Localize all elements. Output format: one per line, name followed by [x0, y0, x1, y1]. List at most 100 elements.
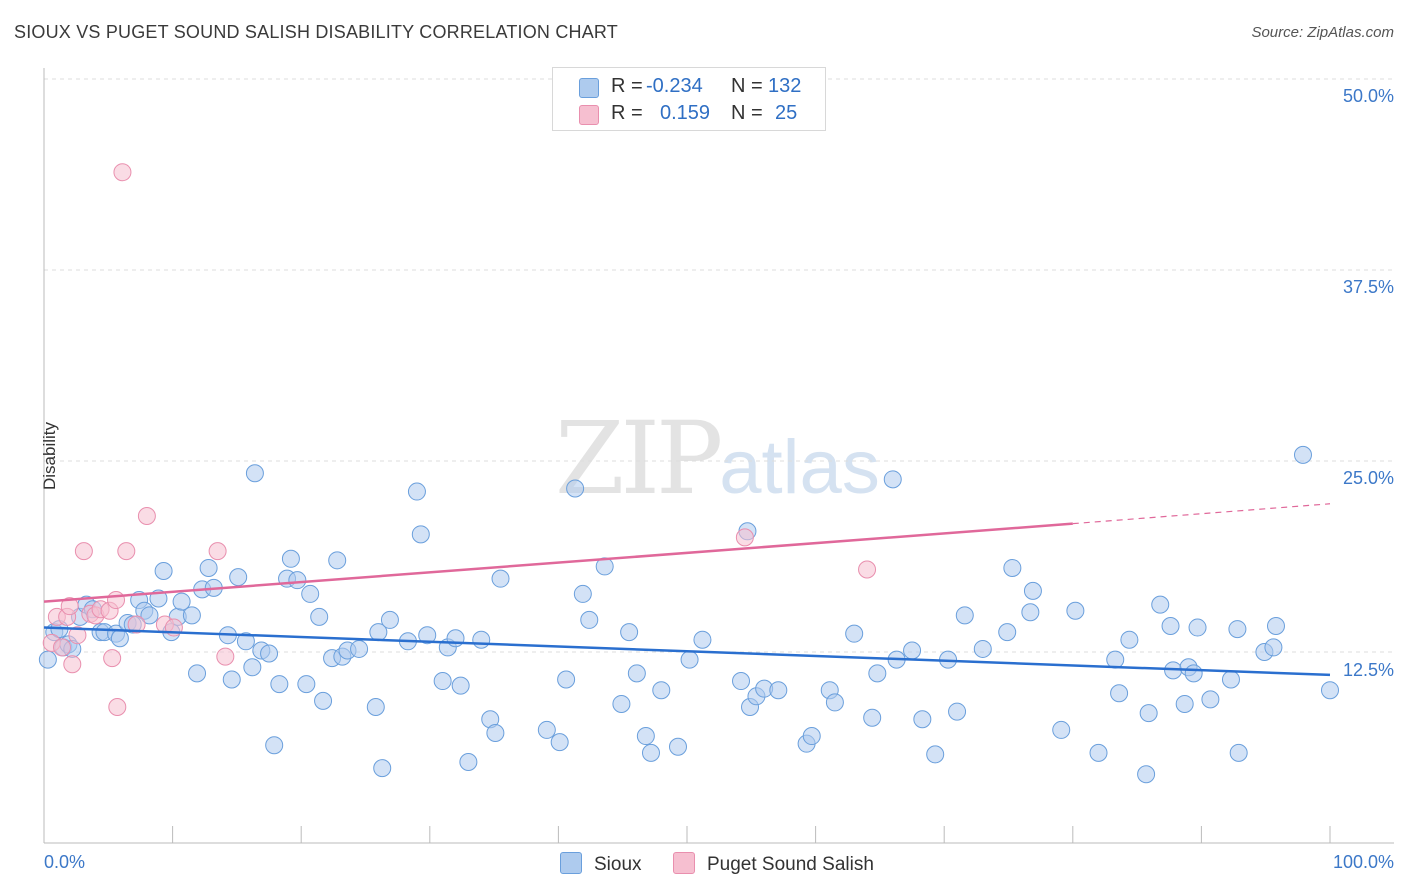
- x-tick-label: 100.0%: [1332, 852, 1394, 872]
- sioux-point: [380, 610, 399, 629]
- legend-n-label: N =: [731, 75, 763, 97]
- sioux-point: [459, 753, 478, 772]
- sioux-point: [652, 681, 671, 700]
- puget-point: [117, 542, 136, 561]
- sioux-point: [1089, 743, 1108, 762]
- sioux-point: [222, 670, 241, 689]
- sioux-point: [566, 479, 585, 498]
- sioux-point: [297, 675, 316, 694]
- sioux-point: [1110, 684, 1129, 703]
- puget-point: [107, 591, 126, 610]
- sioux-point: [373, 759, 392, 778]
- y-tick-label: 37.5%: [1342, 277, 1394, 297]
- sioux-point: [1139, 704, 1158, 723]
- sioux-point: [845, 624, 864, 643]
- puget-legend-swatch: [673, 852, 695, 874]
- sioux-point: [446, 629, 465, 648]
- sioux-point: [825, 693, 844, 712]
- sioux-point: [948, 702, 967, 721]
- bottom-legend-sioux: Sioux: [560, 852, 642, 876]
- legend-r-label: R =: [611, 102, 643, 124]
- sioux-point: [1188, 618, 1207, 637]
- sioux-point: [1266, 617, 1285, 636]
- sioux-point: [140, 606, 159, 625]
- sioux-point: [1137, 765, 1156, 784]
- sioux-point: [903, 641, 922, 660]
- sioux-point: [229, 568, 248, 587]
- sioux-point: [38, 650, 57, 669]
- sioux-point: [1161, 617, 1180, 636]
- legend-r-value: -0.234: [646, 75, 703, 97]
- sioux-point: [550, 733, 569, 752]
- bottom-legend-puget: Puget Sound Salish: [673, 852, 874, 876]
- sioux-point: [1175, 694, 1194, 713]
- sioux-point: [110, 629, 129, 648]
- sioux-point: [641, 743, 660, 762]
- sioux-point: [288, 571, 307, 590]
- puget-point: [68, 626, 87, 645]
- puget-point: [858, 560, 877, 579]
- sioux-point: [1021, 603, 1040, 622]
- sioux-point: [451, 676, 470, 695]
- sioux-point: [1221, 670, 1240, 689]
- sioux-legend-label: Sioux: [594, 854, 642, 875]
- puget-point: [63, 655, 82, 674]
- sioux-point: [1066, 601, 1085, 620]
- puget-point: [60, 597, 79, 616]
- sioux-point: [612, 694, 631, 713]
- sioux-point: [301, 584, 320, 603]
- sioux-point: [1264, 638, 1283, 657]
- puget-point: [74, 542, 93, 561]
- sioux-point: [486, 723, 505, 742]
- chart-title: SIOUX VS PUGET SOUND SALISH DISABILITY C…: [14, 22, 619, 42]
- sioux-legend-swatch: [560, 852, 582, 874]
- sioux-point: [1120, 630, 1139, 649]
- y-tick-label: 25.0%: [1342, 468, 1394, 488]
- sioux-point: [1023, 581, 1042, 600]
- puget-point: [53, 638, 72, 657]
- sioux-point: [411, 525, 430, 544]
- sioux-point: [1151, 595, 1170, 614]
- sioux-point: [260, 644, 279, 663]
- sioux-point: [1293, 445, 1312, 464]
- sioux-point: [1228, 620, 1247, 639]
- sioux-point: [1321, 681, 1339, 700]
- watermark-zip: ZIP: [555, 400, 723, 517]
- sioux-point: [328, 551, 347, 570]
- watermark-atlas: atlas: [719, 425, 880, 510]
- sioux-point: [769, 681, 788, 700]
- sioux-point: [172, 592, 191, 611]
- sioux-point: [245, 464, 264, 483]
- puget-legend-label: Puget Sound Salish: [707, 854, 874, 875]
- sioux-point: [636, 727, 655, 746]
- sioux-point: [926, 745, 945, 764]
- legend-r-label: R =: [611, 75, 643, 97]
- sioux-point: [270, 675, 289, 694]
- sioux-point: [998, 623, 1017, 642]
- sioux-point: [491, 569, 510, 588]
- sioux-point: [620, 623, 639, 642]
- sioux-point: [627, 664, 646, 683]
- puget-trend-extension: [1072, 503, 1331, 525]
- sioux-point: [350, 639, 369, 658]
- sioux-point: [1052, 720, 1071, 739]
- puget-point: [735, 528, 754, 547]
- sioux-point: [265, 736, 284, 755]
- x-tick-label: 0.0%: [44, 852, 86, 872]
- sioux-point: [668, 737, 687, 756]
- sioux-point: [433, 672, 452, 691]
- sioux-point: [557, 670, 576, 689]
- sioux-point: [188, 664, 207, 683]
- sioux-point: [680, 650, 699, 669]
- sioux-point: [310, 607, 329, 626]
- legend-row-puget: R = 0.159 N = 25: [553, 102, 823, 128]
- sioux-point: [1201, 690, 1220, 709]
- sioux-point: [913, 710, 932, 729]
- sioux-point: [154, 562, 173, 581]
- sioux-point: [573, 584, 592, 603]
- sioux-point: [199, 558, 218, 577]
- puget-point: [216, 647, 235, 666]
- sioux-point: [883, 470, 902, 489]
- sioux-trend-line: [43, 626, 1331, 677]
